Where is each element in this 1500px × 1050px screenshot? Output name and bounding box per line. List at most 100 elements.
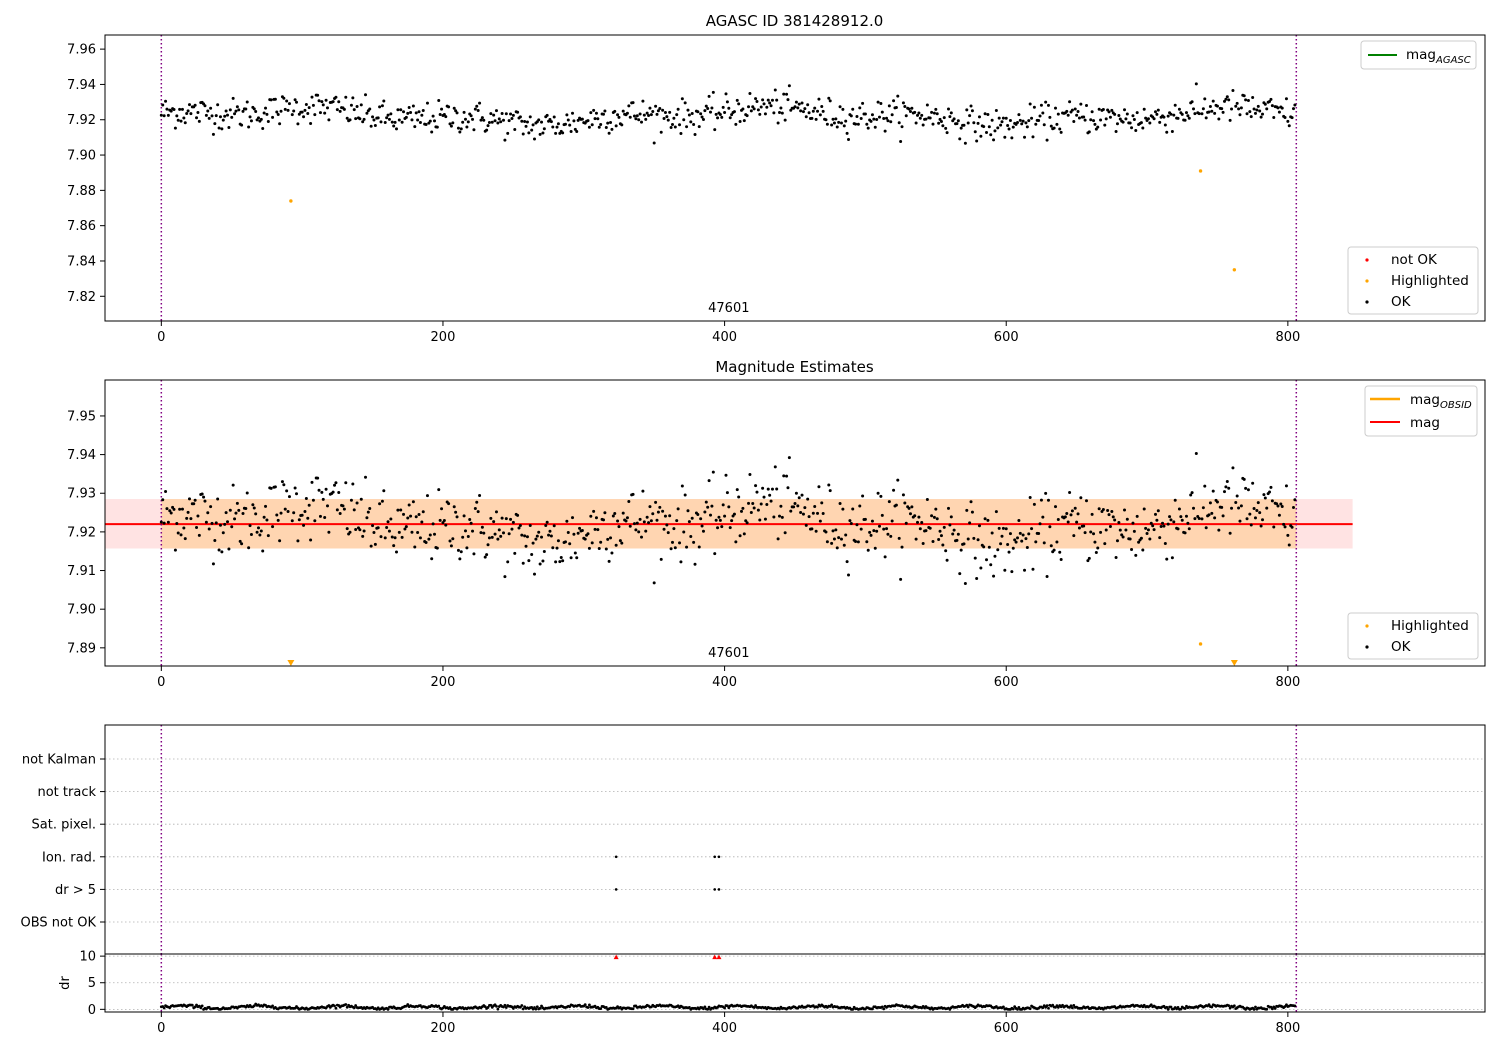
ok-point (532, 572, 536, 576)
ok-point (782, 474, 786, 478)
dr-point (520, 1004, 524, 1007)
ok-point (1010, 570, 1014, 574)
ok-point (700, 524, 704, 528)
ok-point (616, 113, 620, 117)
legend-label-obsid-sub: OBSID (1440, 400, 1472, 411)
ok-point (440, 507, 444, 511)
ok-point (1151, 524, 1155, 528)
ok-point (306, 516, 310, 520)
ok-point (931, 122, 935, 126)
ok-point (875, 529, 879, 533)
ok-point (721, 503, 725, 507)
ok-point (1039, 103, 1043, 107)
ok-point (886, 532, 890, 536)
ok-point (1092, 532, 1096, 536)
panel-1-x-ticks: 0 200 400 600 800 (157, 321, 1300, 345)
ok-point (894, 106, 898, 110)
ok-point (1245, 112, 1249, 116)
ok-point (1106, 509, 1110, 513)
ok-point (1013, 538, 1017, 542)
ok-point (509, 112, 513, 116)
ok-point (918, 527, 922, 531)
ok-point (295, 492, 299, 496)
ok-point (259, 529, 263, 533)
ok-point (476, 510, 480, 514)
ok-point (737, 102, 741, 106)
ok-point (679, 560, 683, 564)
ok-point (603, 511, 607, 515)
ok-point (1208, 501, 1212, 505)
ok-point (723, 514, 727, 518)
ok-point (1284, 484, 1288, 488)
ok-point (855, 114, 859, 118)
ok-point (552, 524, 556, 528)
ok-point (594, 516, 598, 520)
ok-point (1277, 513, 1281, 517)
ok-point (1152, 117, 1156, 121)
ok-point (611, 514, 615, 518)
ok-point (1056, 112, 1060, 116)
ok-point (1020, 122, 1024, 126)
ok-point (949, 111, 953, 115)
ok-point (869, 533, 873, 537)
ok-point (316, 93, 320, 97)
panel-2-x-ticks: 0 200 400 600 800 (157, 666, 1300, 690)
ok-point (411, 500, 415, 504)
ok-point (503, 138, 507, 142)
ok-point (696, 110, 700, 114)
ok-point (1028, 102, 1032, 106)
ok-point (240, 542, 244, 546)
ok-point (890, 519, 894, 523)
ok-point (237, 108, 241, 112)
ok-point (1207, 513, 1211, 517)
dr-point (583, 1003, 587, 1007)
ok-point (739, 509, 743, 513)
ok-point (1089, 530, 1093, 534)
ok-point (502, 118, 506, 122)
ok-point (1139, 536, 1143, 540)
ok-point (652, 581, 656, 585)
ok-point (1187, 116, 1191, 120)
ok-point (180, 507, 184, 511)
ok-point (1034, 122, 1038, 126)
ok-point (307, 503, 311, 507)
panel-magnitude-estimates: Magnitude Estimates 7.897.907.917.927.93… (67, 358, 1486, 690)
ok-point (364, 93, 368, 97)
ok-point (1156, 108, 1160, 112)
ok-point (651, 109, 655, 113)
ok-point (571, 516, 575, 520)
ok-point (607, 131, 611, 135)
ok-point (475, 104, 479, 108)
ok-point (706, 106, 710, 110)
ok-point (335, 108, 339, 112)
ok-point (882, 527, 886, 531)
ok-point (772, 515, 776, 519)
dr-point (1071, 1006, 1074, 1010)
ok-point (593, 527, 597, 531)
ok-point (1103, 123, 1107, 127)
ok-point (1173, 103, 1177, 107)
ok-point (1068, 491, 1072, 495)
ok-point (752, 506, 756, 510)
ok-point (1203, 97, 1207, 101)
ok-point (820, 105, 824, 109)
dr-point (687, 1006, 691, 1009)
ok-point (903, 105, 907, 109)
ok-point (499, 534, 503, 538)
ok-point (618, 539, 622, 543)
ok-point (563, 122, 567, 126)
ok-point (521, 132, 525, 136)
ok-point (221, 118, 225, 122)
ok-point (293, 98, 297, 102)
ok-point (376, 526, 380, 530)
ok-point (504, 112, 508, 116)
ok-point (644, 117, 648, 121)
ok-point (1189, 493, 1193, 497)
ok-point (431, 522, 435, 526)
ok-point (859, 527, 863, 531)
ok-point (397, 118, 401, 122)
ok-point (1242, 94, 1246, 98)
flag-point (614, 855, 618, 859)
ok-point (732, 512, 736, 516)
ok-point (507, 532, 511, 536)
